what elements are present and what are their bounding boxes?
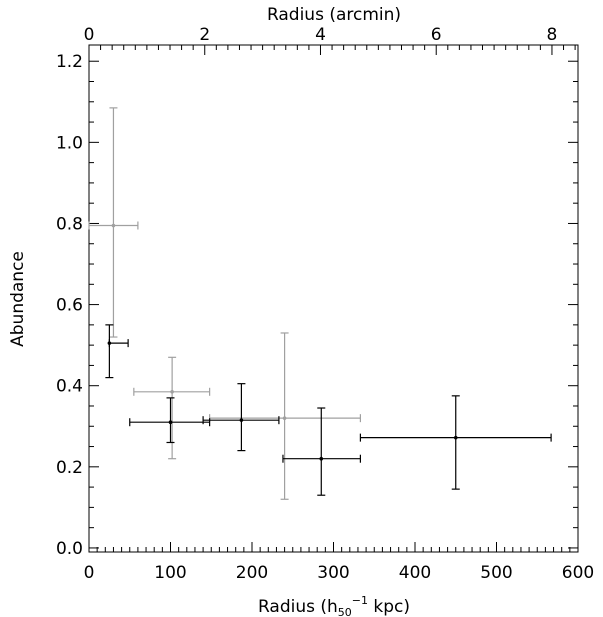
tick-labels: 0 100 200 300 400 500 600 0 2 4 6 8 0.0 0.2 0.4 0.6 0.8 1… bbox=[56, 25, 594, 583]
top-axis-label: Radius (arcmin) bbox=[267, 5, 401, 25]
data-point bbox=[209, 332, 361, 500]
point-marker bbox=[168, 420, 173, 425]
plot-frame bbox=[88, 44, 579, 553]
data-point bbox=[282, 407, 361, 496]
y-tick-label: 1.2 bbox=[56, 52, 83, 72]
x2-tick-label: 2 bbox=[199, 25, 210, 45]
point-marker bbox=[319, 456, 324, 461]
data-point bbox=[133, 356, 211, 460]
x-tick-label: 200 bbox=[236, 563, 268, 583]
point-marker bbox=[107, 341, 112, 345]
data-points bbox=[88, 107, 552, 500]
point-marker bbox=[453, 435, 458, 440]
x-tick-label: 0 bbox=[84, 563, 95, 583]
y-tick-label: 1.0 bbox=[56, 133, 83, 153]
data-point bbox=[202, 383, 280, 452]
data-point bbox=[359, 395, 552, 490]
point-marker bbox=[239, 418, 244, 422]
y-tick-label: 0.6 bbox=[56, 296, 83, 316]
y-tick-label: 0.0 bbox=[56, 539, 83, 559]
x-axis-label: Radius (h50−1 kpc) bbox=[258, 594, 410, 617]
y-axis-label: Abundance bbox=[8, 251, 28, 347]
series-1 bbox=[88, 107, 361, 500]
x2-tick-label: 0 bbox=[84, 25, 95, 45]
point-marker bbox=[111, 223, 116, 228]
x2-tick-label: 6 bbox=[431, 25, 442, 45]
x-tick-label: 400 bbox=[399, 563, 431, 583]
plot-border bbox=[88, 44, 579, 553]
x-tick-label: 600 bbox=[562, 563, 594, 583]
x2-tick-label: 4 bbox=[315, 25, 326, 45]
point-marker bbox=[170, 389, 174, 394]
data-point bbox=[105, 324, 129, 379]
data-point bbox=[129, 397, 211, 444]
x2-tick-label: 8 bbox=[547, 25, 558, 45]
series-0 bbox=[105, 324, 552, 496]
axis-ticks bbox=[88, 45, 579, 552]
x-tick-label: 100 bbox=[154, 563, 186, 583]
y-tick-label: 0.4 bbox=[56, 377, 83, 397]
data-point bbox=[88, 107, 139, 338]
x-tick-label: 300 bbox=[317, 563, 349, 583]
y-tick-label: 0.8 bbox=[56, 214, 83, 234]
x-tick-label: 500 bbox=[480, 563, 512, 583]
y-tick-label: 0.2 bbox=[56, 458, 83, 478]
point-marker bbox=[282, 416, 287, 420]
